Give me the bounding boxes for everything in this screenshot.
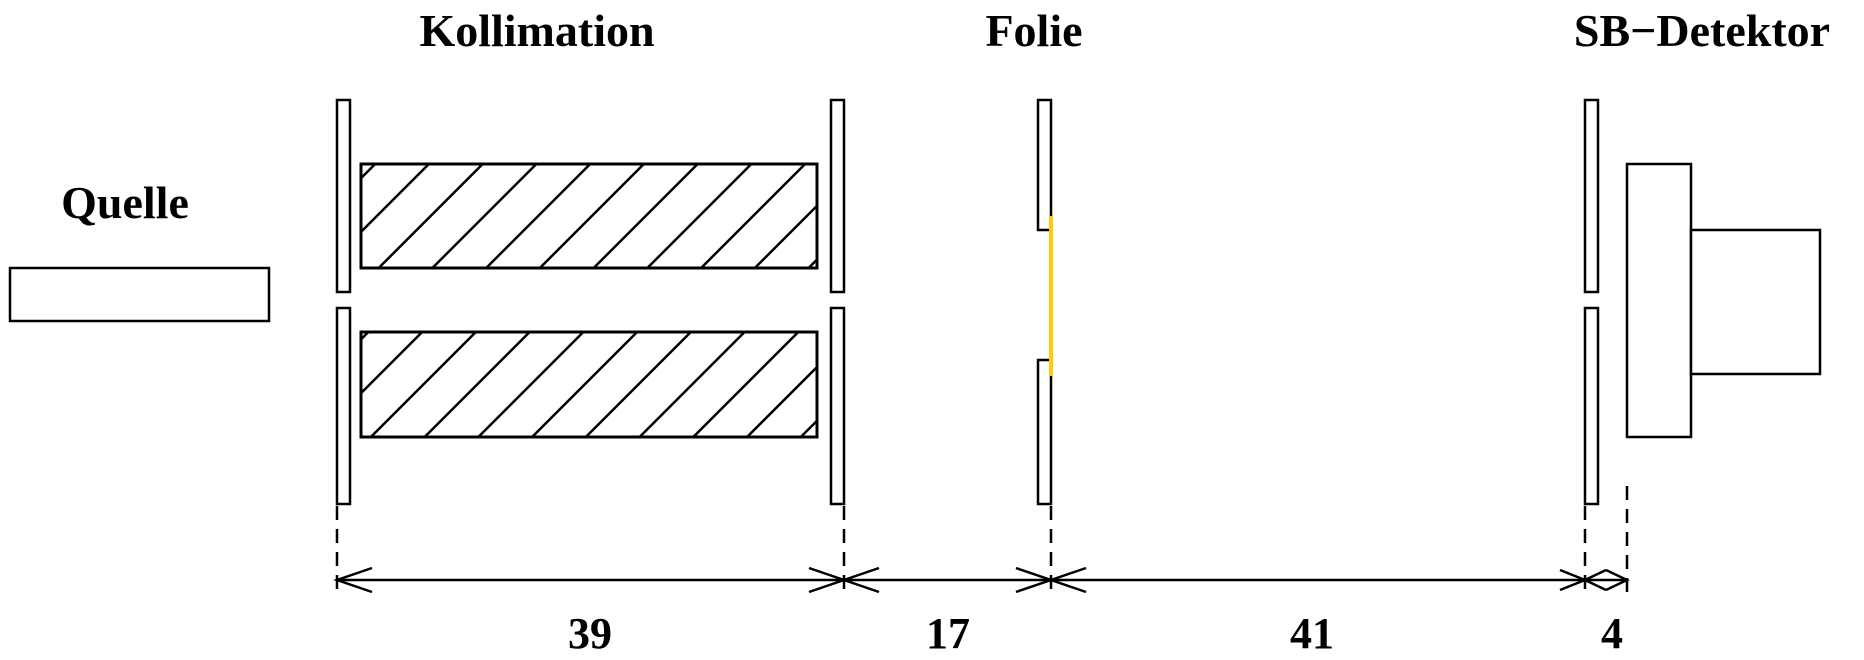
- exit-plate-top: [829, 98, 846, 294]
- collimator-block-bottom: [359, 330, 819, 439]
- foil-holder-bottom: [1036, 358, 1053, 506]
- extension-lines: [335, 486, 1629, 592]
- detector-body: [1689, 228, 1822, 376]
- detector-plate-top: [1583, 98, 1600, 294]
- collimator-block-top: [359, 162, 819, 270]
- foil-holder-top: [1036, 98, 1053, 232]
- detector-front: [1625, 162, 1693, 439]
- source-block: [8, 266, 271, 323]
- source-label: Quelle: [61, 177, 189, 228]
- exit-plate-bottom: [829, 306, 846, 506]
- foil-label: Folie: [985, 5, 1082, 56]
- collimation-label: Kollimation: [419, 5, 654, 56]
- detector-label: SB−Detektor: [1574, 5, 1830, 56]
- entry-plate-bottom: [335, 306, 352, 506]
- dimension-41: 41: [1290, 609, 1334, 658]
- detector-plate-bottom: [1583, 306, 1600, 506]
- dimension-17: 17: [926, 609, 970, 658]
- dimension-39: 39: [568, 609, 612, 658]
- dimension-4: 4: [1601, 609, 1623, 658]
- entry-plate-top: [335, 98, 352, 294]
- dimension-arrows: [333, 566, 1630, 594]
